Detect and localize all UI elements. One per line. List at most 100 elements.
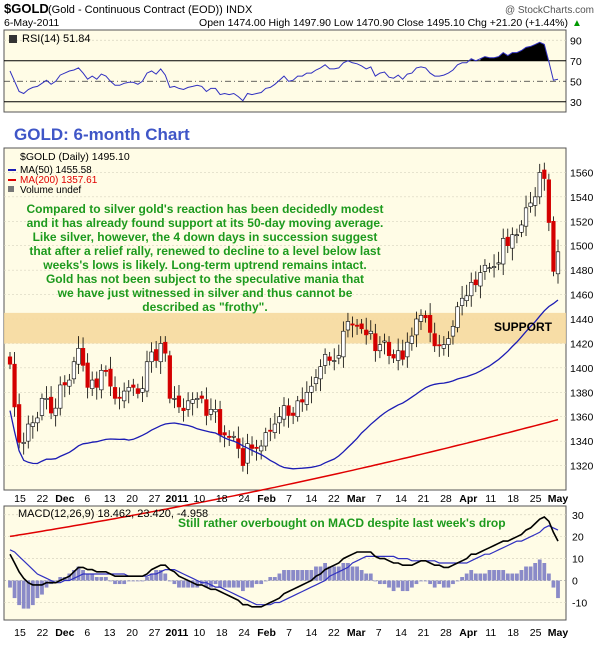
macd-histogram-bar: [295, 570, 300, 581]
candle-body: [268, 429, 273, 432]
x-axis-label: 7: [376, 627, 382, 639]
candle-body: [446, 338, 451, 345]
macd-histogram-bar: [72, 570, 76, 581]
x-axis-label: 22: [37, 493, 49, 505]
x-axis-label: 27: [149, 627, 161, 639]
candle-body: [249, 444, 255, 449]
chart-title: GOLD: 6-month Chart: [14, 125, 190, 144]
legend-volume: Volume undef: [20, 185, 81, 196]
macd-histogram-bar: [250, 580, 254, 588]
macd-histogram-bar: [291, 570, 296, 581]
candle-body: [277, 416, 282, 424]
macd-histogram-bar: [327, 566, 332, 581]
macd-histogram-bar: [58, 577, 63, 581]
x-axis-label: Feb: [257, 627, 276, 639]
x-axis-label: 24: [238, 627, 250, 639]
macd-histogram-bar: [428, 580, 433, 585]
x-axis-label: Feb: [257, 493, 276, 505]
macd-note: Still rather overbought on MACD despite …: [178, 516, 506, 530]
x-axis-label: 11: [485, 493, 496, 505]
macd-histogram-bar: [140, 580, 145, 582]
macd-histogram-bar: [387, 580, 391, 588]
candle-body: [158, 343, 163, 363]
macd-histogram-bar: [336, 566, 341, 581]
candle-body: [546, 179, 551, 223]
rsi-tick-label: 70: [570, 56, 582, 68]
candle-body: [85, 362, 90, 388]
rsi-line: [9, 41, 559, 102]
candle-body: [286, 405, 291, 416]
macd-histogram-bar: [222, 580, 227, 588]
header-description: (Gold - Continuous Contract (EOD)): [48, 4, 223, 16]
macd-histogram-bar: [304, 570, 309, 581]
rsi-legend-swatch: [9, 35, 17, 43]
x-axis-label: 15: [14, 627, 26, 639]
macd-histogram-bar: [135, 580, 140, 582]
candle-body: [341, 330, 346, 358]
x-axis-label: 21: [418, 627, 430, 639]
macd-histogram-bar: [556, 580, 560, 599]
macd-tick-label: 20: [572, 532, 584, 544]
macd-histogram-bar: [414, 580, 419, 585]
candle-body: [186, 400, 191, 410]
candle-body: [405, 341, 410, 358]
candle-body: [103, 369, 108, 372]
macd-histogram-bar: [478, 573, 483, 581]
x-axis-labels-macd: 15 22 Dec 6 13 20 27 2011 10 18 24 Feb 7 14 22 Mar 7 14 21…: [14, 627, 568, 639]
macd-histogram-bar: [131, 580, 136, 582]
support-band: [4, 312, 566, 344]
macd-histogram-bar: [154, 570, 159, 581]
legend-ma200: MA(200) 1357.61: [20, 175, 98, 186]
commentary-line: Gold has not been subject to the specula…: [45, 272, 365, 286]
candle-body: [195, 398, 200, 400]
price-tick-label: 1520: [570, 216, 594, 228]
macd-histogram-bar: [496, 570, 501, 581]
x-axis-label: 22: [37, 627, 49, 639]
macd-histogram-bar: [519, 570, 524, 581]
macd-histogram-bar: [455, 580, 460, 582]
x-axis-label: 13: [104, 493, 116, 505]
x-axis-label: 15: [14, 493, 26, 505]
candle-body: [112, 387, 118, 399]
macd-tick-label: -10: [572, 597, 587, 609]
candle-body: [555, 251, 561, 275]
macd-histogram-bar: [81, 570, 85, 581]
commentary-block: Compared to silver gold's reaction has b…: [22, 202, 388, 314]
commentary-line: weeks's lows is likely. Long-term uptren…: [43, 258, 367, 272]
x-axis-label: 10: [193, 627, 205, 639]
candle-body: [441, 344, 446, 349]
macd-histogram-bar: [309, 570, 314, 581]
candle-body: [487, 267, 492, 270]
candle-body: [44, 398, 49, 400]
macd-histogram-bar: [263, 580, 268, 582]
ma50-line: [9, 299, 559, 470]
x-axis-label: 6: [84, 493, 90, 505]
candle-body: [501, 238, 506, 265]
candle-body: [300, 399, 305, 403]
commentary-line: Compared to silver gold's reaction has b…: [26, 202, 384, 216]
macd-histogram-bar: [391, 580, 396, 592]
macd-histogram-bar: [441, 580, 446, 588]
candle-body: [35, 417, 40, 424]
macd-histogram-bar: [487, 570, 492, 581]
candle-body: [144, 361, 150, 392]
candle-body: [126, 387, 131, 392]
candle-body: [149, 351, 154, 363]
x-axis-label: Dec: [55, 493, 74, 505]
macd-histogram-bar: [542, 563, 547, 581]
candle-body: [131, 384, 136, 388]
candle-body: [354, 324, 360, 327]
candle-body: [409, 335, 414, 344]
price-tick-label: 1480: [570, 265, 594, 277]
candle-body: [281, 405, 287, 420]
candle-body: [350, 323, 355, 326]
rsi-tick-label: 30: [570, 97, 582, 109]
candle-body: [231, 435, 236, 438]
macd-histogram-bar: [492, 570, 496, 581]
macd-histogram-bar: [104, 577, 108, 581]
candle-body: [272, 423, 277, 433]
candle-body: [240, 448, 246, 466]
macd-histogram-bar: [546, 573, 551, 581]
candle-body: [459, 297, 465, 306]
